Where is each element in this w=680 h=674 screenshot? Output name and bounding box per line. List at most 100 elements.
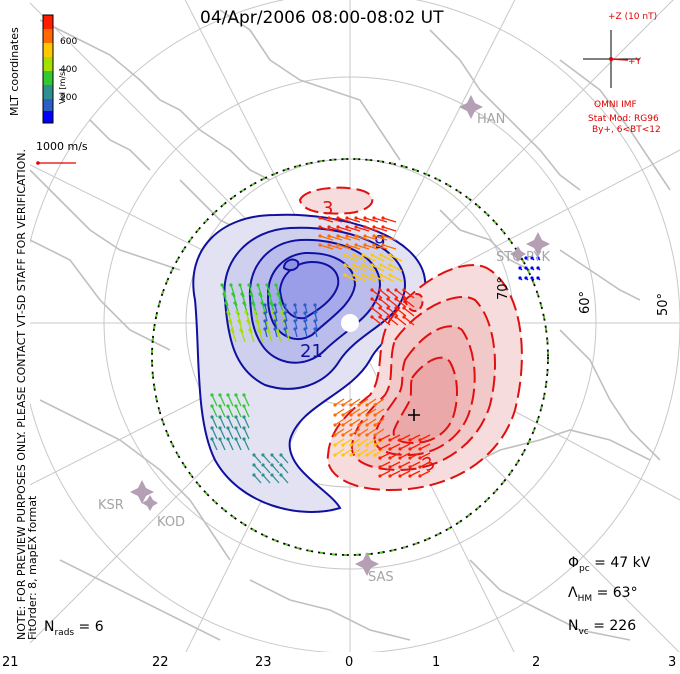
velocity-vector [379,289,391,299]
velocity-vector-origin [252,453,256,457]
velocity-vector-origin [274,283,278,287]
velocity-vector-origin [386,315,390,319]
velocity-vector [355,235,370,241]
velocity-vector-origin [244,310,248,314]
velocity-vector-origin [210,426,214,430]
velocity-vector-origin [251,301,255,305]
velocity-vector-origin [349,403,353,407]
velocity-vector-origin [354,225,358,229]
velocity-vector [382,226,397,232]
velocity-vector-origin [370,273,374,277]
velocity-vector-origin [345,234,349,238]
velocity-vector-origin [381,216,385,220]
velocity-vector-origin [218,426,222,430]
velocity-vector [219,438,226,451]
velocity-vector-origin [279,453,283,457]
velocity-vector-origin [381,243,385,247]
velocity-vector [337,244,352,250]
velocity-vector [256,320,262,334]
velocity-vector [364,226,379,232]
velocity-vector [419,434,431,441]
velocity-vector [211,438,218,451]
velocity-vector-origin [263,327,267,331]
velocity-vector-origin [234,404,238,408]
velocity-vector [358,428,369,436]
velocity-vector-origin [263,303,267,307]
velocity-vector-origin [336,234,340,238]
velocity-vector-origin [378,288,382,292]
velocity-vector [235,405,242,418]
velocity-vector [387,307,399,317]
radar-site-marker [526,232,550,256]
velocity-vector-origin [341,403,345,407]
velocity-vector [399,461,411,468]
velocity-vector-origin [293,303,297,307]
velocity-vector-origin [388,465,392,469]
velocity-vector [223,293,229,307]
velocity-vector-origin [303,319,307,323]
velocity-vector-origin [378,297,382,301]
velocity-vector [334,438,345,446]
velocity-vector-origin [518,276,522,280]
velocity-vector-origin [402,297,406,301]
velocity-vector [219,427,226,440]
velocity-vector-origin [388,456,392,460]
velocity-vector-origin [249,292,253,296]
velocity-vector-origin [263,311,267,315]
mlt-label: 23 [255,655,272,670]
radar-site-marker [130,480,154,504]
velocity-vector-origin [365,433,369,437]
velocity-vector-origin [279,473,283,477]
velocity-vector [342,428,353,436]
velocity-vector-origin [408,447,412,451]
velocity-vector [379,461,391,468]
velocity-vector-origin [238,283,242,287]
velocity-vector-origin [386,306,390,310]
velocity-vector-origin [273,319,277,323]
velocity-vector [227,438,234,451]
velocity-vector-origin [536,276,540,280]
velocity-vector-origin [354,243,358,247]
velocity-vector [243,302,249,316]
velocity-vector-origin [283,303,287,307]
velocity-vector [337,235,352,241]
velocity-vector-origin [276,292,280,296]
velocity-vector [364,235,379,241]
velocity-vector [389,470,401,477]
velocity-vector [238,320,244,334]
velocity-vector [277,293,283,307]
site-label-kod: KOD [157,515,186,530]
velocity-vector [245,311,251,325]
velocity-vector [395,316,407,326]
velocity-vector [389,461,401,468]
velocity-vector-origin [379,273,383,277]
velocity-vector-origin [373,413,377,417]
velocity-vector-origin [394,288,398,292]
velocity-vector [346,235,361,241]
velocity-vector-origin [536,266,540,270]
velocity-vector [389,254,403,262]
velocity-vector [380,274,394,282]
velocity-vector [403,307,415,317]
velocity-vector-origin [379,253,383,257]
velocity-vector-origin [530,266,534,270]
velocity-vector [403,316,415,326]
velocity-vector [211,416,218,429]
velocity-vector [259,293,265,307]
velocity-vector-origin [280,310,284,314]
velocity-vector [253,454,262,464]
velocity-vector-origin [303,311,307,315]
velocity-vector [395,298,407,308]
velocity-vector [366,438,377,446]
velocity-vector-origin [363,234,367,238]
velocity-vector-origin [402,288,406,292]
velocity-vector [285,329,291,343]
velocity-vector [389,264,403,272]
velocity-vector [265,320,271,334]
radar-site-marker [459,95,483,119]
velocity-vector [262,474,271,484]
velocity-vector [262,454,271,464]
velocity-vector [271,464,280,474]
velocity-vector-origin [226,310,230,314]
velocity-vector [250,293,256,307]
